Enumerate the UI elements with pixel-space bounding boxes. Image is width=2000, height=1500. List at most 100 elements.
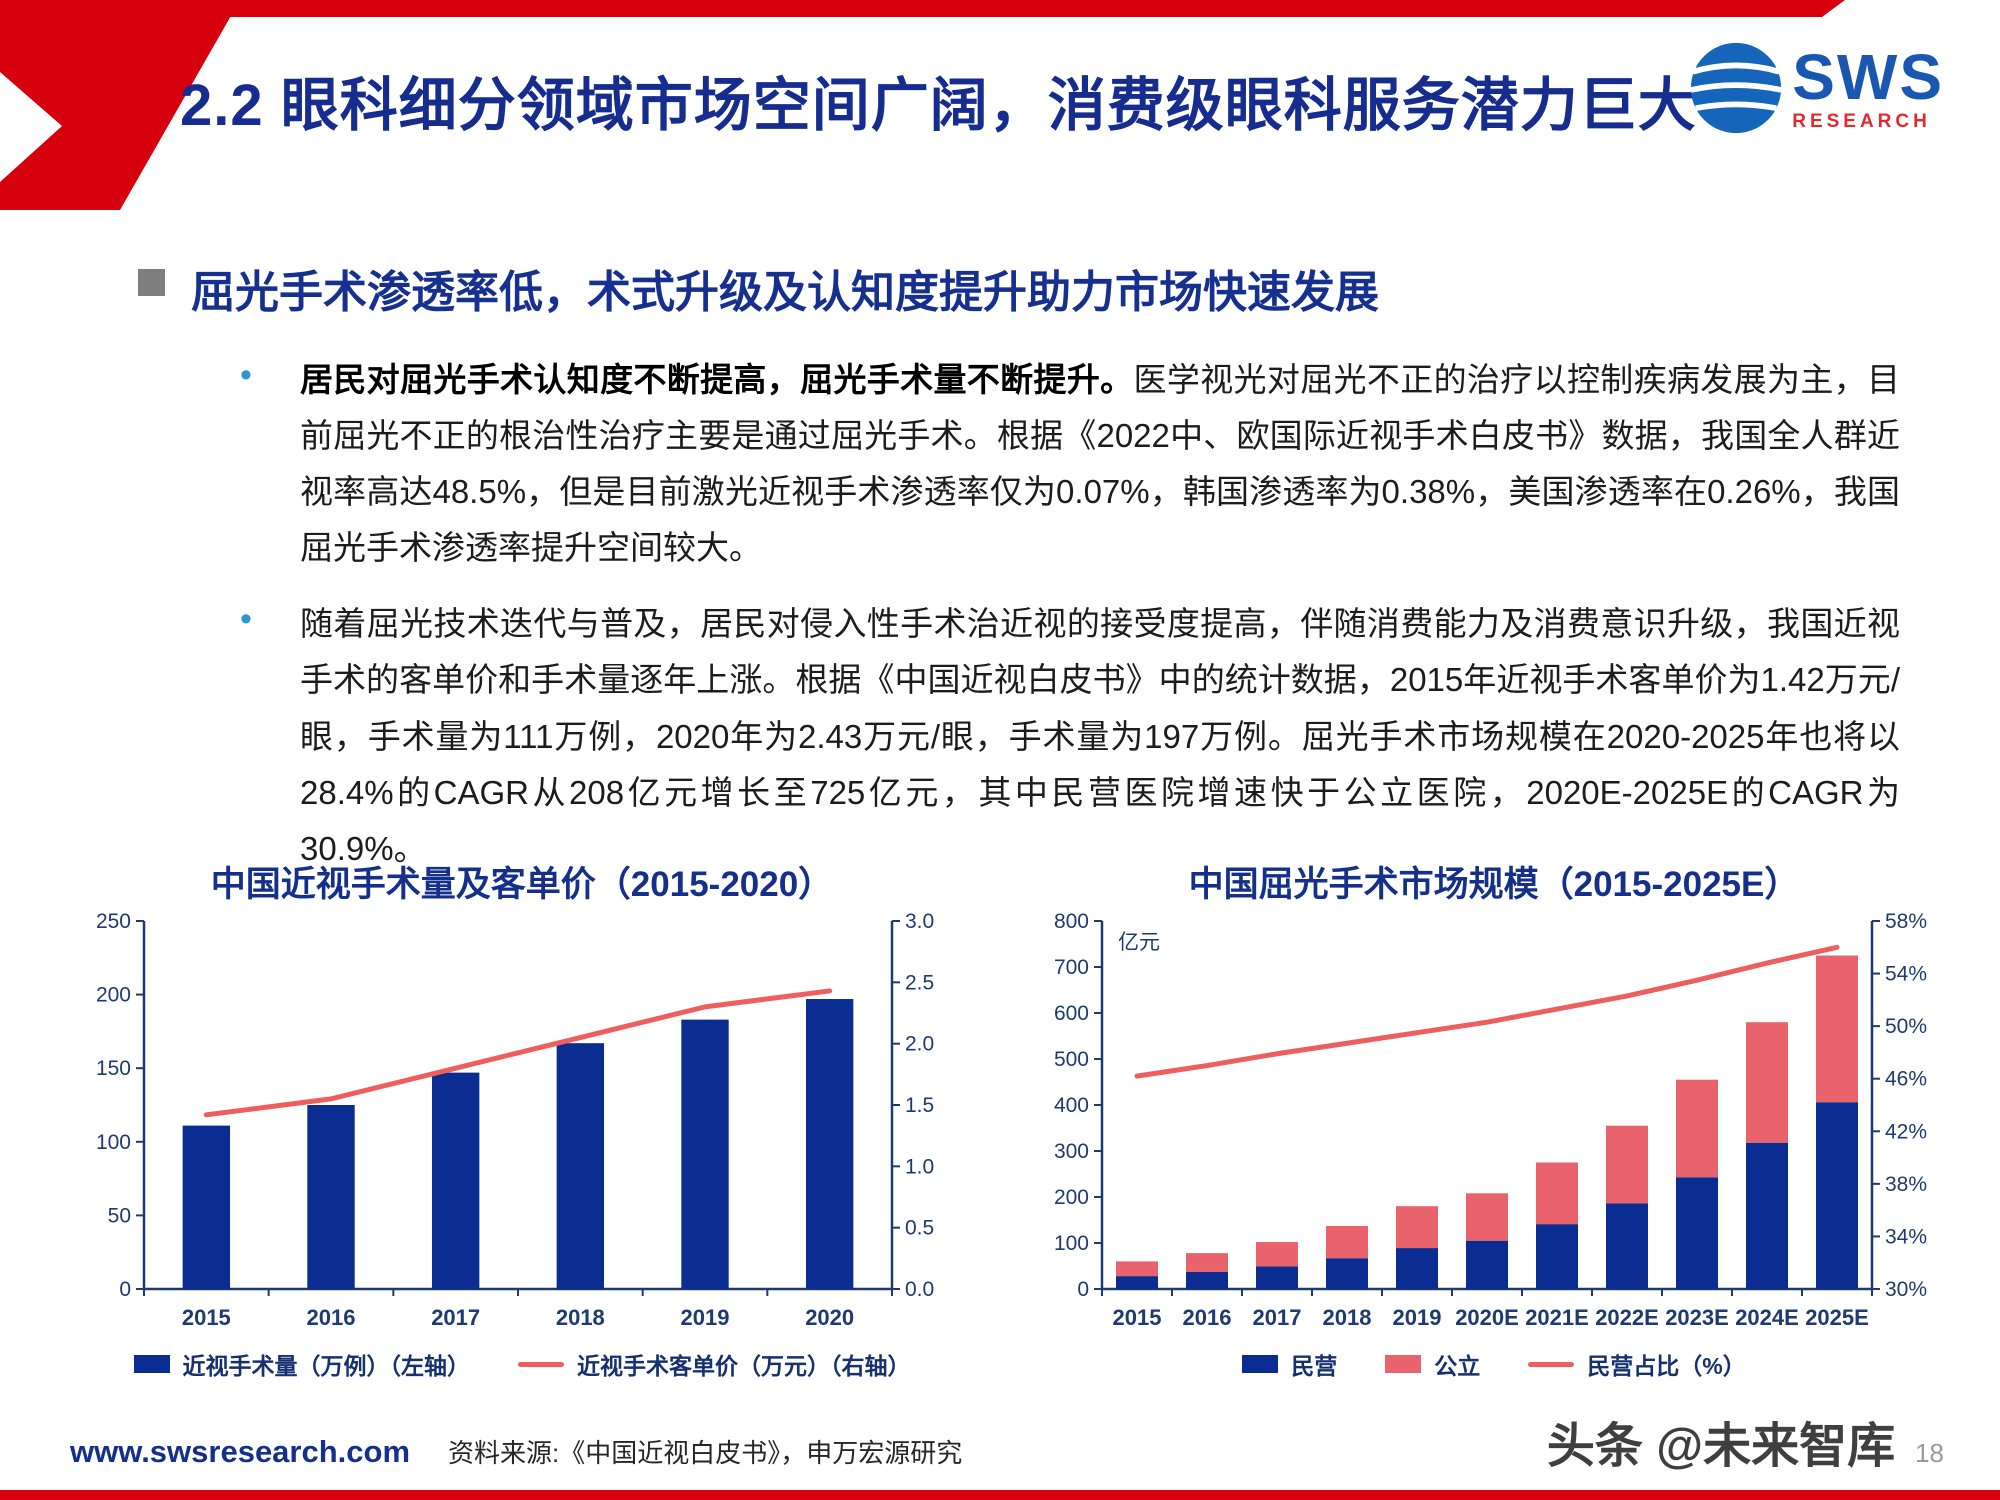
x-category-label: 2017 [1253,1305,1302,1330]
left-axis-label: 200 [1054,1186,1089,1209]
left-axis-label: 600 [1054,1002,1089,1025]
left-axis-label: 150 [96,1057,131,1080]
x-category-label: 2015 [182,1305,231,1330]
x-category-label: 2017 [431,1305,480,1330]
globe-icon [1690,42,1782,134]
bar-segment [1396,1206,1438,1249]
right-axis-label: 2.0 [905,1033,934,1056]
x-category-label: 2020E [1455,1305,1519,1330]
stacked-bar-line-chart-market-size: 0 100 200 300 400 500 600 700 800 30% 34% 38% 42% 46%… [1054,910,1927,1330]
page-number: 18 [1915,1438,1944,1468]
chart-market-size: 中国屈光手术市场规模（2015-2025E） 0 100 200 300 400 500 6… [1024,856,1964,1381]
bullet-dot-icon: • [240,356,252,394]
line-series [203,988,833,1118]
right-axis-label: 30% [1885,1278,1927,1301]
chart-title: 中国近视手术量及客单价（2015-2020） [210,865,834,904]
left-axis-label: 300 [1054,1140,1089,1163]
legend-item: 近视手术客单价（万元）（右轴） [518,1347,911,1381]
legend-swatch [133,1355,170,1373]
bullet-dot-icon: • [240,600,252,639]
bar-segment [556,1043,605,1289]
x-category-label: 2025E [1805,1305,1869,1330]
right-axis-label: 1.5 [905,1094,934,1117]
bar-segment [1256,1242,1298,1267]
bar-segment [1746,1022,1788,1143]
bar-segment [1676,1079,1718,1178]
left-axis-label: 100 [96,1131,131,1154]
chart-title: 中国屈光手术市场规模（2015-2025E） [1188,865,1800,904]
axis-unit-label: 亿元 [1118,931,1160,954]
x-category-label: 2018 [556,1305,605,1330]
bar-segment [1816,955,1858,1103]
x-category-label: 2019 [1393,1305,1442,1330]
legend-item: 近视手术量（万例）（左轴） [133,1347,471,1381]
bar-segment [1536,1162,1578,1225]
left-axis-label: 250 [96,910,131,933]
bar-segment [1606,1125,1648,1204]
bar-segment [1256,1266,1298,1289]
bar-segment [1466,1193,1508,1241]
left-axis-label: 0 [119,1278,131,1301]
left-axis-label: 200 [96,984,131,1007]
left-axis-label: 0 [1077,1278,1089,1301]
watermark-text: 头条 @未来智库 [1546,1420,1896,1473]
x-category-label: 2016 [1183,1305,1232,1330]
right-axis-label: 0.0 [905,1278,934,1301]
logo-text: SWS [1792,41,1944,113]
website-link[interactable]: www.swsresearch.com [70,1434,411,1469]
bottom-red-bar [0,1490,2000,1500]
charts-row: 中国近视手术量及客单价（2015-2020） 0 50 100 150 200 250 0.… [0,856,2000,1381]
bar-segment [1676,1177,1718,1289]
bullet-item: • 居民对屈光手术认知度不断提高，屈光手术量不断提升。医学视光对屈光不正的治疗以… [240,352,1900,576]
legend-item: 公立 [1385,1347,1480,1381]
legend-line-swatch [518,1361,564,1367]
right-axis-label: 42% [1885,1120,1927,1143]
bar-segment [1186,1271,1228,1289]
legend-swatch [1242,1355,1279,1373]
source-note: 资料来源:《中国近视白皮书》，申万宏源研究 [448,1438,963,1468]
bar-segment [1186,1253,1228,1272]
right-axis-label: 58% [1885,910,1927,933]
legend-swatch [1385,1355,1422,1373]
right-axis-label: 50% [1885,1015,1927,1038]
bar-segment [1116,1261,1158,1277]
x-category-label: 2019 [681,1305,730,1330]
legend-label: 近视手术量（万例）（左轴） [182,1353,471,1379]
top-red-strip [0,0,1845,17]
section-heading: 屈光手术渗透率低，术式升级及认知度提升助力市场快速发展 [191,268,1379,317]
right-axis-label: 34% [1885,1225,1927,1248]
x-category-label: 2024E [1735,1305,1799,1330]
left-axis-label: 700 [1054,956,1089,979]
right-axis-label: 2.5 [905,971,934,994]
bar-segment [1746,1142,1788,1289]
bar-segment [681,1019,729,1289]
right-axis-label: 3.0 [905,910,934,933]
bar-segment [1326,1225,1368,1259]
x-category-label: 2021E [1525,1305,1589,1330]
left-axis-label: 50 [108,1204,131,1227]
right-axis-label: 1.0 [905,1155,934,1178]
square-bullet-icon [138,269,165,296]
logo-text-block: SWS RESEARCH [1792,45,1944,131]
bar-segment [1326,1258,1368,1289]
bar-segment [1466,1240,1508,1289]
bullet-list: • 居民对屈光手术认知度不断提高，屈光手术量不断提升。医学视光对屈光不正的治疗以… [240,352,1900,897]
left-axis-label: 800 [1054,910,1089,933]
right-axis-label: 54% [1885,963,1927,986]
x-category-label: 2023E [1665,1305,1729,1330]
bullet-item: • 随着屈光技术迭代与普及，居民对侵入性手术治近视的接受度提高，伴随消费能力及消… [240,596,1900,876]
x-category-label: 2015 [1113,1305,1162,1330]
footer: www.swsresearch.com 资料来源:《中国近视白皮书》，申万宏源研… [70,1406,1944,1476]
legend-label: 民营占比（%） [1587,1353,1746,1379]
legend-line-swatch [1528,1361,1575,1367]
right-axis-label: 0.5 [905,1217,934,1240]
x-category-label: 2022E [1595,1305,1659,1330]
bar-segment [431,1072,480,1289]
line-series [1134,944,1840,1079]
combo-chart-volume-price: 0 50 100 150 200 250 0.0 0.5 1.0 1.5 2.0 2.5 3.0 2015… [96,910,934,1330]
x-category-label: 2018 [1323,1305,1372,1330]
bar-segment [182,1125,231,1289]
bullet-lead: 居民对屈光手术认知度不断提高，屈光手术量不断提升。 [300,361,1134,398]
x-category-label: 2020 [805,1305,854,1330]
